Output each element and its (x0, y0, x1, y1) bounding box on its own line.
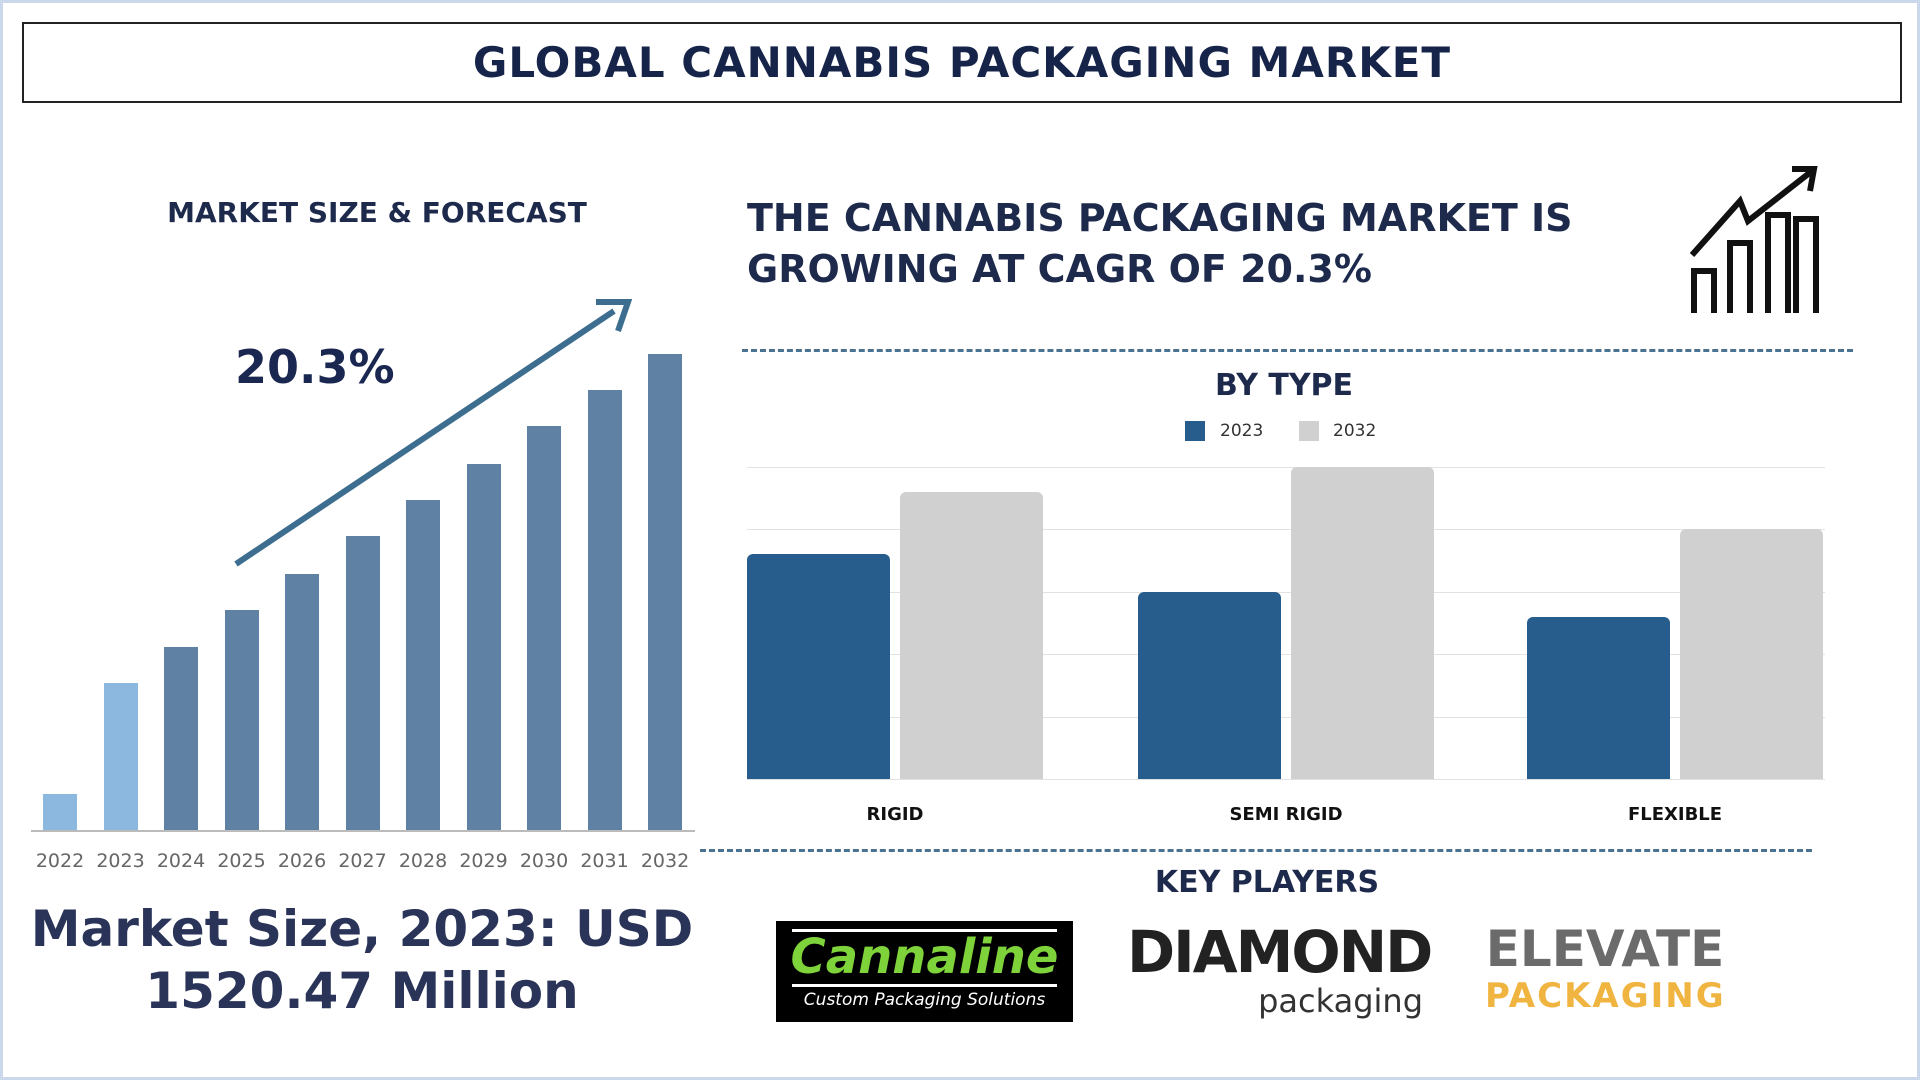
bar-semi-rigid-2023 (1138, 591, 1281, 779)
gridline (747, 716, 1825, 718)
growth-chart-icon (1689, 166, 1819, 313)
legend-swatch-2032 (1299, 421, 1319, 441)
year-label-2030: 2030 (519, 850, 569, 872)
bar-rigid-2032 (900, 491, 1043, 779)
bar-2030 (527, 426, 561, 830)
divider-top (742, 349, 1853, 352)
gridline (747, 779, 1825, 780)
headline-line1: THE CANNABIS PACKAGING MARKET IS (747, 196, 1573, 240)
year-label-2026: 2026 (277, 850, 327, 872)
category-label: SEMI RIGID (1229, 804, 1343, 825)
bar-semi-rigid-2032 (1291, 467, 1434, 779)
bar-rigid-2023 (747, 554, 890, 779)
category-label: RIGID (866, 804, 924, 825)
headline-line2: GROWING AT CAGR OF 20.3% (747, 247, 1372, 291)
category-label: FLEXIBLE (1627, 804, 1723, 825)
legend-label-2023: 2023 (1220, 421, 1264, 441)
year-label-2024: 2024 (156, 850, 206, 872)
year-label-2029: 2029 (459, 850, 508, 872)
diamond-name: DIAMOND (1127, 918, 1433, 986)
bar-flexible-2032 (1680, 529, 1823, 779)
elevate-tagline: PACKAGING (1485, 976, 1726, 1016)
legend-swatch-2023 (1185, 421, 1205, 441)
elevate-name: ELEVATE (1485, 920, 1725, 978)
key-players-title: KEY PLAYERS (1154, 865, 1380, 900)
bar-2028 (406, 499, 440, 830)
cannaline-name: Cannaline (790, 929, 1059, 985)
bar-flexible-2023 (1527, 616, 1670, 779)
page-title: GLOBAL CANNABIS PACKAGING MARKET (472, 38, 1452, 87)
bar-2024 (164, 646, 198, 830)
gridline (747, 467, 1825, 468)
cannaline-tagline: Custom Packaging Solutions (803, 990, 1046, 1010)
bar-2025 (224, 609, 259, 830)
divider-bottom (700, 849, 1812, 852)
year-label-2028: 2028 (398, 850, 448, 872)
year-label-2032: 2032 (640, 850, 690, 872)
bar-2026 (285, 574, 319, 830)
gridline (747, 591, 1825, 593)
diamond-tagline: packaging (1258, 982, 1423, 1020)
gridline (747, 529, 1825, 531)
bar-2022 (43, 794, 77, 830)
logo-diamond: DIAMOND packaging (1127, 918, 1433, 1020)
gridline (747, 654, 1825, 656)
market-size-line2: 1520.47 Million (145, 962, 579, 1020)
market-size-line1: Market Size, 2023: USD (30, 900, 694, 958)
bar-2029 (466, 464, 501, 830)
logo-elevate: ELEVATE PACKAGING (1485, 922, 1725, 1016)
title-box: GLOBAL CANNABIS PACKAGING MARKET (22, 22, 1902, 103)
legend-label-2032: 2032 (1333, 421, 1377, 441)
cagr-label: 20.3% (235, 340, 395, 394)
market-size-heading: MARKET SIZE & FORECAST (167, 196, 587, 229)
year-label-2023: 2023 (96, 850, 145, 872)
year-label-2025: 2025 (217, 850, 266, 872)
x-axis-line (31, 830, 695, 832)
bar-2027 (345, 536, 380, 830)
year-label-2022: 2022 (35, 850, 85, 872)
year-label-2027: 2027 (338, 850, 387, 872)
bar-2023 (103, 683, 138, 830)
logo-cannaline: Cannaline Custom Packaging Solutions (776, 921, 1073, 1022)
bar-2031 (587, 389, 622, 830)
bar-2032 (648, 354, 682, 830)
by-type-title: BY TYPE (1214, 368, 1354, 403)
year-label-2031: 2031 (580, 850, 629, 872)
